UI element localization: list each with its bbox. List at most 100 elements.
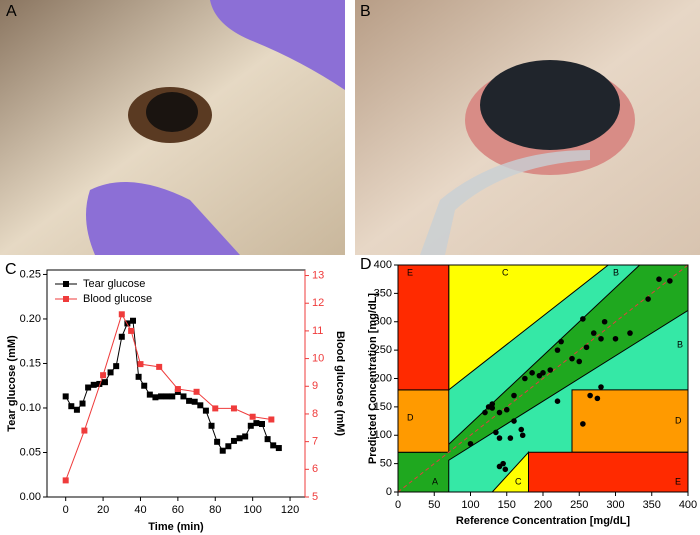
marker xyxy=(118,333,125,340)
marker xyxy=(242,433,249,440)
y-tick-label: 0 xyxy=(386,486,392,498)
marker xyxy=(264,436,271,443)
marker xyxy=(202,407,209,414)
y-axis-title: Tear glucose (mM) xyxy=(6,335,18,432)
x-tick-label: 200 xyxy=(534,499,552,511)
point xyxy=(569,355,575,362)
point xyxy=(590,330,597,336)
y-tick-label: 0.25 xyxy=(20,268,41,280)
legend-marker xyxy=(63,296,69,302)
point xyxy=(482,409,488,416)
point xyxy=(645,296,651,302)
marker xyxy=(212,405,219,412)
marker xyxy=(193,388,200,395)
point xyxy=(489,401,496,407)
y-tick-label: 0.10 xyxy=(20,402,41,414)
legend-label: Tear glucose xyxy=(83,278,145,290)
y2-tick-label: 10 xyxy=(312,352,324,364)
x-tick-label: 0 xyxy=(63,504,69,516)
point xyxy=(511,392,517,399)
y-tick-label: 150 xyxy=(374,401,392,413)
marker xyxy=(225,443,232,450)
marker xyxy=(230,405,237,412)
marker xyxy=(73,406,80,413)
y2-axis-title: Blood glucose (mM) xyxy=(334,331,346,436)
point xyxy=(507,435,514,441)
marker xyxy=(214,438,221,445)
point xyxy=(522,375,528,382)
y-tick-label: 300 xyxy=(374,316,392,328)
point xyxy=(580,316,586,322)
x-tick-label: 50 xyxy=(428,499,440,511)
x-tick-label: 40 xyxy=(134,504,146,516)
y2-tick-label: 5 xyxy=(312,491,318,503)
y-tick-label: 400 xyxy=(374,259,392,271)
point xyxy=(583,344,590,351)
point xyxy=(558,338,564,345)
point xyxy=(502,466,509,473)
marker xyxy=(137,361,144,368)
point xyxy=(496,435,503,441)
zone-label: C xyxy=(502,267,509,277)
marker xyxy=(146,391,153,398)
point xyxy=(496,409,503,416)
photo-b: B xyxy=(355,0,700,255)
marker xyxy=(128,327,135,334)
marker xyxy=(113,363,120,370)
x-tick-label: 100 xyxy=(243,504,261,516)
point xyxy=(519,432,526,439)
y-tick-label: 350 xyxy=(374,287,392,299)
point xyxy=(500,460,506,467)
point xyxy=(529,370,535,376)
zone-label: E xyxy=(675,476,681,486)
y-tick-label: 250 xyxy=(374,344,392,356)
marker xyxy=(163,393,170,400)
y2-tick-label: 8 xyxy=(312,408,318,420)
marker xyxy=(90,381,97,388)
point xyxy=(503,406,510,413)
zone-label: A xyxy=(432,476,438,486)
y-tick-label: 50 xyxy=(380,458,392,470)
point xyxy=(511,418,517,424)
marker xyxy=(81,427,88,434)
marker xyxy=(156,363,163,370)
zone-label: D xyxy=(407,412,414,422)
panel-label: D xyxy=(360,256,372,273)
marker xyxy=(275,445,282,452)
marker xyxy=(68,403,75,410)
point xyxy=(594,395,601,402)
zone-label: B xyxy=(677,339,683,349)
x-tick-label: 100 xyxy=(461,499,479,511)
x-tick-label: 0 xyxy=(395,499,401,511)
marker xyxy=(130,317,136,324)
point xyxy=(627,330,633,336)
point xyxy=(540,370,546,376)
marker xyxy=(79,400,86,407)
x-tick-label: 80 xyxy=(209,504,221,516)
marker xyxy=(85,384,92,391)
x-tick-label: 250 xyxy=(570,499,588,511)
point xyxy=(554,398,561,405)
marker xyxy=(107,369,114,376)
marker xyxy=(268,416,275,423)
y-tick-label: 0.00 xyxy=(20,491,41,503)
point xyxy=(612,335,619,342)
marker xyxy=(135,373,142,380)
y2-tick-label: 7 xyxy=(312,436,318,448)
marker xyxy=(118,311,125,318)
point xyxy=(489,405,496,411)
panel-label: B xyxy=(360,3,371,20)
marker xyxy=(100,372,107,379)
marker xyxy=(247,422,254,429)
y-tick-label: 100 xyxy=(374,429,392,441)
marker xyxy=(208,422,215,429)
chart-c: 0 20 40 60 80 100 120 0.00 0.05 0.10 0.15 0.20 0.25 T… xyxy=(5,261,346,533)
marker xyxy=(191,398,198,405)
panel-label: C xyxy=(5,261,17,278)
point xyxy=(547,367,554,373)
y-tick-label: 0.20 xyxy=(20,313,41,325)
y2-tick-label: 13 xyxy=(312,269,324,281)
point xyxy=(580,421,586,427)
point xyxy=(601,318,608,325)
